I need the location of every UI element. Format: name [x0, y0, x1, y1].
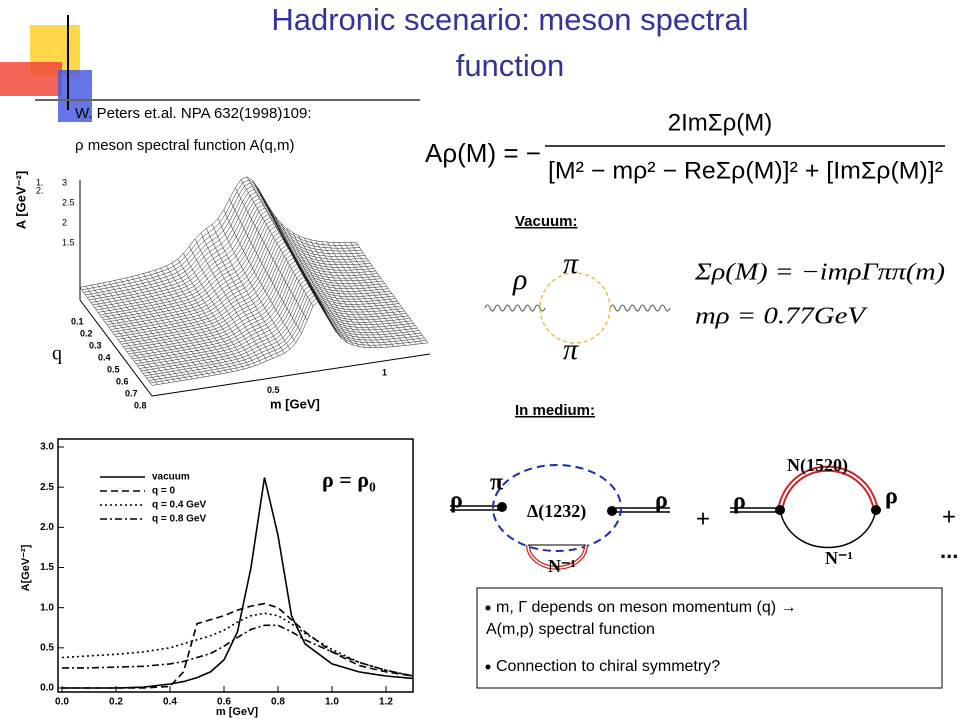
legend-label: q = 0 — [152, 486, 176, 497]
q-tick-label: 0.2 — [80, 328, 93, 338]
y-tick-label: 2.5 — [40, 482, 54, 493]
hole-label: N⁻¹ — [548, 556, 576, 576]
z-tick-label: 2 — [62, 217, 67, 227]
z-axis-label: A [GeV⁻²] — [13, 171, 28, 229]
self-energy: Σρ(M) = −imρΓππ(m) — [694, 260, 945, 286]
bullet-text: m, Γ depends on meson momentum (q) → — [496, 599, 797, 616]
plot-frame — [57, 438, 414, 693]
title-line: function — [456, 48, 565, 83]
y-tick-label: 0.5 — [40, 642, 54, 653]
q-tick-label: 0.6 — [116, 376, 129, 386]
q-tick-label: 0.8 — [134, 400, 147, 410]
series-line — [62, 477, 414, 689]
bullet-dot — [485, 664, 491, 670]
legend-label: vacuum — [152, 472, 190, 483]
logo-blue — [58, 70, 92, 122]
wavy-line — [484, 304, 546, 312]
rho-label: ρ — [655, 488, 668, 514]
y-tick-label: 1.0 — [40, 602, 54, 613]
pi-label: π — [563, 247, 579, 280]
title-line: Hadronic scenario: meson spectral — [271, 2, 748, 37]
z-tick-label: 2.5 — [62, 197, 75, 207]
bullet-text: Connection to chiral symmetry? — [496, 658, 720, 675]
rho-label: ρ — [450, 488, 463, 514]
vacuum-heading: Vacuum: — [515, 213, 578, 230]
q-tick-label: 0.1 — [71, 316, 84, 326]
rho-label: ρ — [885, 484, 898, 510]
hole-line — [779, 509, 877, 549]
q-tick-label: 0.7 — [125, 388, 138, 398]
q-tick-label: 0.3 — [89, 340, 102, 350]
bullet-dot — [485, 605, 491, 611]
x-tick-label: 1.0 — [325, 697, 339, 708]
vertex — [607, 506, 617, 516]
q-tick-label: 0.5 — [107, 364, 120, 374]
legend-label: q = 0.8 GeV — [152, 514, 207, 525]
medium-heading: In medium: — [515, 402, 595, 419]
q-tick-label: 0.4 — [98, 352, 111, 362]
pi-label: π — [563, 333, 579, 366]
vertex — [497, 502, 507, 512]
resonance-label: N(1520) — [787, 455, 848, 476]
y-tick-label: 1.5 — [40, 562, 54, 573]
rho-mass: mρ = 0.77GeV — [695, 304, 868, 330]
m-axis-label: m [GeV] — [270, 396, 320, 411]
m-tick-label: 0.5 — [267, 385, 280, 395]
y-axis-label: A[GeV⁻²] — [20, 544, 32, 591]
z-tick-label: 1.5 — [62, 237, 75, 247]
formula-lhs: Aρ(M) = − — [425, 138, 541, 168]
formula-denominator: [M² − mρ² − ReΣρ(M)]² + [ImΣρ(M)]² — [548, 157, 943, 184]
x-tick-label: 0.4 — [163, 697, 177, 708]
plus: + — [696, 505, 710, 532]
z-tick-label: 2. — [36, 185, 44, 195]
series-line — [62, 602, 414, 689]
x-tick-label: 1.2 — [379, 697, 393, 708]
vertex — [775, 505, 785, 515]
plus: + — [942, 503, 956, 530]
logo-red — [0, 62, 62, 96]
pi-label: π — [490, 470, 503, 496]
pion-loop — [492, 464, 622, 552]
formula-numerator: 2ImΣρ(M) — [668, 109, 772, 136]
mesh — [79, 176, 429, 386]
axis — [79, 299, 153, 397]
wavy-line — [609, 304, 671, 312]
y-tick-label: 0.0 — [40, 683, 54, 694]
caption: ρ meson spectral function A(q,m) — [75, 137, 294, 154]
z-tick-label: 3 — [62, 177, 67, 187]
series-line — [62, 624, 414, 677]
delta-hole — [527, 544, 587, 569]
x-axis-label: m [GeV] — [216, 706, 259, 718]
resonance-line — [779, 467, 877, 511]
vertex — [871, 505, 881, 515]
x-tick-label: 0.8 — [271, 697, 285, 708]
x-tick-label: 0.6 — [217, 697, 231, 708]
y-tick-label: 2.0 — [40, 522, 54, 533]
annotation: ρ = ρ₀ — [322, 467, 376, 492]
rho-label: ρ — [512, 263, 527, 296]
axis — [151, 353, 431, 397]
x-tick-label: 0.0 — [55, 697, 69, 708]
rho-label: ρ — [733, 489, 746, 515]
hole-label: N⁻¹ — [825, 548, 853, 568]
y-tick-label: 3.0 — [40, 442, 54, 453]
ellipsis: ... — [940, 538, 958, 563]
z-tick-label: 1. — [36, 177, 44, 187]
reference: W. Peters et.al. NPA 632(1998)109: — [75, 105, 312, 122]
m-tick-label: 1 — [382, 367, 387, 377]
series-line — [61, 612, 414, 677]
legend-label: q = 0.4 GeV — [152, 500, 207, 511]
x-tick-label: 0.2 — [109, 697, 123, 708]
q-axis-label: q — [52, 343, 62, 365]
pion-loop — [539, 272, 611, 344]
bullet-text: A(m,p) spectral function — [486, 621, 655, 638]
content: Hadronic scenario: meson spectral functio… — [13, 2, 958, 718]
bullet-box — [476, 587, 943, 689]
delta-label: Δ(1232) — [527, 501, 586, 522]
